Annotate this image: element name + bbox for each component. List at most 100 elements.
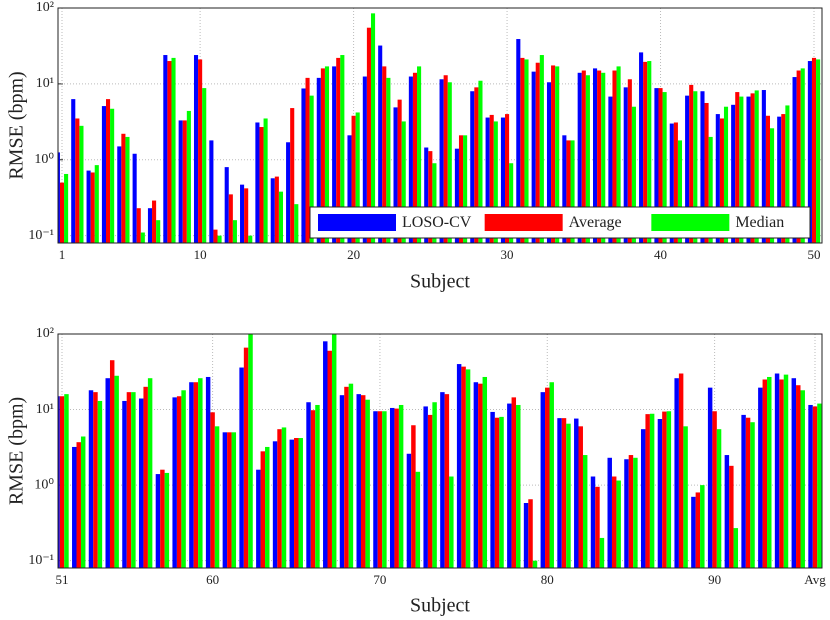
bar [673, 122, 678, 243]
x-tick-label: 51 [56, 572, 69, 587]
bar [189, 382, 194, 568]
bar [478, 80, 483, 243]
bar [263, 118, 268, 243]
bar [566, 423, 571, 568]
bar [59, 396, 65, 568]
bar [733, 528, 739, 568]
bar [627, 79, 632, 243]
bar [447, 82, 452, 243]
bar [310, 410, 316, 568]
bar [812, 406, 818, 568]
bar [290, 108, 295, 243]
bar [546, 82, 552, 243]
bar [685, 95, 690, 243]
y-tick-label: 10⁻¹ [28, 228, 54, 243]
bar [176, 396, 182, 568]
bar [485, 117, 490, 243]
x-tick-label: 60 [206, 572, 219, 587]
bar [332, 66, 337, 243]
bar [362, 76, 367, 243]
bar [64, 394, 69, 568]
bar [316, 77, 321, 243]
x-tick-label: 30 [501, 247, 514, 262]
bar [155, 474, 161, 568]
bar [186, 110, 191, 243]
x-tick-label: 20 [347, 247, 360, 262]
bar [240, 184, 245, 243]
bar [408, 76, 413, 243]
bar [716, 429, 722, 568]
bar [301, 88, 306, 243]
bar [577, 72, 582, 243]
bar [582, 455, 588, 568]
bar [344, 386, 349, 568]
bar [723, 106, 729, 243]
bar [272, 441, 278, 568]
bar [643, 61, 648, 243]
bar [72, 446, 77, 568]
bar [777, 116, 782, 243]
bar [516, 404, 521, 568]
x-tick-label: 50 [808, 247, 821, 262]
bar [456, 364, 462, 568]
bar [695, 492, 701, 568]
bar [378, 45, 383, 243]
bar [126, 392, 132, 568]
bar [178, 120, 183, 243]
bar [700, 91, 705, 243]
bar [171, 57, 176, 243]
bar [227, 432, 232, 568]
bar [298, 438, 303, 568]
bar [647, 61, 652, 243]
bar [557, 418, 562, 568]
bar [278, 191, 283, 243]
bar [79, 125, 84, 243]
bar [393, 107, 398, 243]
bar [765, 115, 771, 243]
bar [214, 426, 220, 568]
x-tick-label: Avg [804, 572, 826, 587]
bar [243, 347, 249, 568]
bar [507, 403, 512, 568]
bar [440, 392, 445, 568]
bar [535, 62, 540, 243]
bar [143, 386, 148, 568]
bar [205, 376, 211, 568]
bar [719, 118, 724, 243]
bar [331, 334, 337, 568]
bar [463, 135, 468, 243]
bar [167, 61, 172, 243]
bar [724, 455, 730, 568]
bar [612, 70, 617, 243]
bar [389, 407, 395, 568]
bar [360, 395, 366, 568]
bar [523, 502, 529, 568]
bar [231, 432, 237, 568]
bar [156, 220, 161, 243]
bar [465, 369, 471, 568]
bar [164, 472, 170, 568]
bar [731, 104, 736, 243]
bar [110, 108, 115, 243]
bar [570, 140, 575, 243]
bar [482, 376, 488, 568]
legend-label: LOSO-CV [402, 214, 472, 231]
bar [774, 373, 780, 568]
bar [398, 404, 404, 568]
bar [315, 404, 320, 568]
bar [406, 453, 412, 568]
bar [356, 394, 361, 568]
bar [597, 70, 602, 243]
bar [704, 102, 709, 243]
bar [136, 208, 141, 243]
axes-frame [57, 7, 823, 244]
bar [217, 235, 222, 243]
bar [458, 135, 464, 243]
legend-swatch [651, 214, 730, 231]
bars [58, 13, 821, 243]
bar [796, 70, 801, 243]
bar [616, 480, 621, 568]
bar [691, 496, 696, 568]
bar [117, 146, 122, 243]
bar [93, 392, 98, 568]
